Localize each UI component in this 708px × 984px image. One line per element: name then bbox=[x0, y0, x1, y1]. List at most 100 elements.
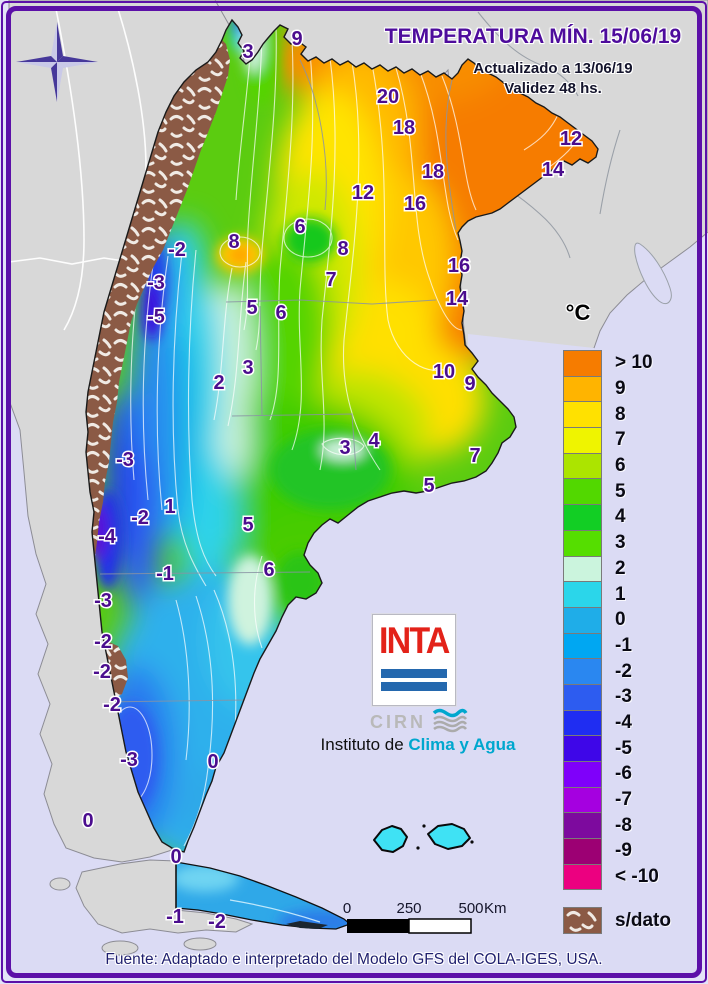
inta-bar bbox=[381, 669, 447, 678]
legend-swatch bbox=[563, 838, 602, 865]
legend-label: 3 bbox=[615, 532, 626, 554]
legend-label: -7 bbox=[615, 789, 632, 811]
legend-swatch bbox=[563, 606, 602, 634]
temp-label: 1 bbox=[164, 496, 175, 518]
islet bbox=[49, 877, 71, 891]
legend-swatch bbox=[563, 863, 602, 891]
institute-name: Instituto de Clima y Agua bbox=[288, 735, 548, 755]
temp-label: 6 bbox=[275, 302, 286, 324]
temp-label: -3 bbox=[116, 449, 134, 471]
wave-icon bbox=[432, 708, 468, 733]
temp-label: 5 bbox=[423, 475, 434, 497]
legend-row: -2 bbox=[563, 658, 671, 685]
legend-row: 1 bbox=[563, 581, 671, 608]
cirn-logo-text: CIRN bbox=[370, 712, 426, 732]
temp-label: 18 bbox=[422, 161, 444, 183]
legend-label: > 10 bbox=[615, 352, 653, 374]
isla-de-los-estados bbox=[286, 921, 328, 929]
legend-label: -4 bbox=[615, 711, 632, 733]
legend-label: 1 bbox=[615, 583, 626, 605]
temp-label: 2 bbox=[213, 372, 224, 394]
islet bbox=[101, 940, 139, 956]
legend-swatch bbox=[563, 401, 602, 429]
legend-label: -8 bbox=[615, 814, 632, 836]
subtitle-validity: Validez 48 hs. bbox=[504, 80, 602, 97]
legend-row: 3 bbox=[563, 529, 671, 557]
legend-swatch bbox=[563, 658, 602, 685]
temp-label: 0 bbox=[207, 751, 218, 773]
legend-label: < -10 bbox=[615, 866, 659, 888]
temp-label: 18 bbox=[393, 117, 415, 139]
legend-label: 0 bbox=[615, 609, 626, 631]
legend-label: -5 bbox=[615, 737, 632, 759]
source-attribution: Fuente: Adaptado e interpretado del Mode… bbox=[105, 951, 603, 968]
temp-label: -1 bbox=[156, 563, 174, 585]
legend-rows: > 10 9 8 7 6 5 4 3 2 1 0 -1 -2 -3 -4 -5 -6 -7 -8 -9 < -10 bbox=[563, 350, 671, 891]
temp-label: 10 bbox=[433, 361, 455, 383]
province-borders bbox=[99, 59, 457, 703]
cirn-logo: CIRN bbox=[370, 707, 468, 733]
subtitle: Actualizado a 13/06/19 Validez 48 hs. bbox=[420, 59, 686, 99]
legend-swatch bbox=[563, 427, 602, 454]
scale-tick-label: 250 bbox=[396, 900, 421, 917]
legend-label: 7 bbox=[615, 429, 626, 451]
temp-label: 8 bbox=[337, 238, 348, 260]
temp-label: 9 bbox=[464, 373, 475, 395]
legend: > 10 9 8 7 6 5 4 3 2 1 0 -1 -2 -3 -4 -5 -6 -7 -8 -9 < -10 s/… bbox=[563, 350, 671, 935]
legend-swatch bbox=[563, 452, 602, 480]
legend-nodata-row: s/dato bbox=[563, 907, 671, 935]
temp-label: -2 bbox=[208, 911, 226, 933]
subtitle-updated: Actualizado a 13/06/19 bbox=[473, 60, 633, 77]
tierra-del-fuego bbox=[49, 859, 352, 956]
legend-row: -7 bbox=[563, 786, 671, 814]
temp-label: -4 bbox=[98, 526, 117, 548]
temp-label: 0 bbox=[82, 810, 93, 832]
legend-label: -9 bbox=[615, 840, 632, 862]
page-title: TEMPERATURA MÍN. 15/06/19 bbox=[384, 25, 682, 48]
legend-swatch bbox=[563, 581, 602, 608]
legend-swatch bbox=[563, 735, 602, 762]
temp-label: 7 bbox=[325, 269, 336, 291]
legend-swatch bbox=[563, 709, 602, 737]
legend-row: 2 bbox=[563, 555, 671, 583]
legend-swatch bbox=[563, 683, 602, 711]
legend-row: -4 bbox=[563, 709, 671, 737]
legend-label: -2 bbox=[615, 660, 632, 682]
temp-label: 9 bbox=[291, 28, 302, 50]
legend-row: 7 bbox=[563, 427, 671, 454]
legend-label: -1 bbox=[615, 634, 632, 656]
tdf-outline bbox=[175, 861, 352, 930]
institute-highlight: Clima y Agua bbox=[408, 735, 516, 754]
nodata-swatch bbox=[563, 907, 602, 935]
temp-label: 0 bbox=[170, 846, 181, 868]
isotherm-contours bbox=[107, 20, 585, 851]
temp-label: -2 bbox=[168, 239, 186, 261]
legend-row: < -10 bbox=[563, 863, 671, 891]
legend-row: 5 bbox=[563, 478, 671, 506]
legend-swatch bbox=[563, 555, 602, 583]
temp-label: 5 bbox=[246, 297, 257, 319]
legend-swatch bbox=[563, 632, 602, 660]
legend-row: -8 bbox=[563, 812, 671, 840]
legend-row: 4 bbox=[563, 504, 671, 531]
legend-row: -5 bbox=[563, 735, 671, 762]
legend-row: -9 bbox=[563, 838, 671, 865]
legend-label: 5 bbox=[615, 480, 626, 502]
islet bbox=[183, 937, 217, 951]
temp-label: -3 bbox=[94, 590, 112, 612]
legend-swatch bbox=[563, 761, 602, 788]
temp-label: 7 bbox=[469, 445, 480, 467]
temp-label: -2 bbox=[103, 694, 121, 716]
legend-row: -1 bbox=[563, 632, 671, 660]
legend-label: -6 bbox=[615, 763, 632, 785]
legend-label: 2 bbox=[615, 557, 626, 579]
temp-label: -5 bbox=[147, 306, 165, 328]
legend-row: -3 bbox=[563, 683, 671, 711]
temp-label: -1 bbox=[166, 906, 184, 928]
inta-bar bbox=[381, 682, 447, 691]
temp-label: 14 bbox=[542, 159, 565, 181]
scale-tick-label: 500 bbox=[458, 900, 483, 917]
temp-label: 14 bbox=[446, 288, 469, 310]
